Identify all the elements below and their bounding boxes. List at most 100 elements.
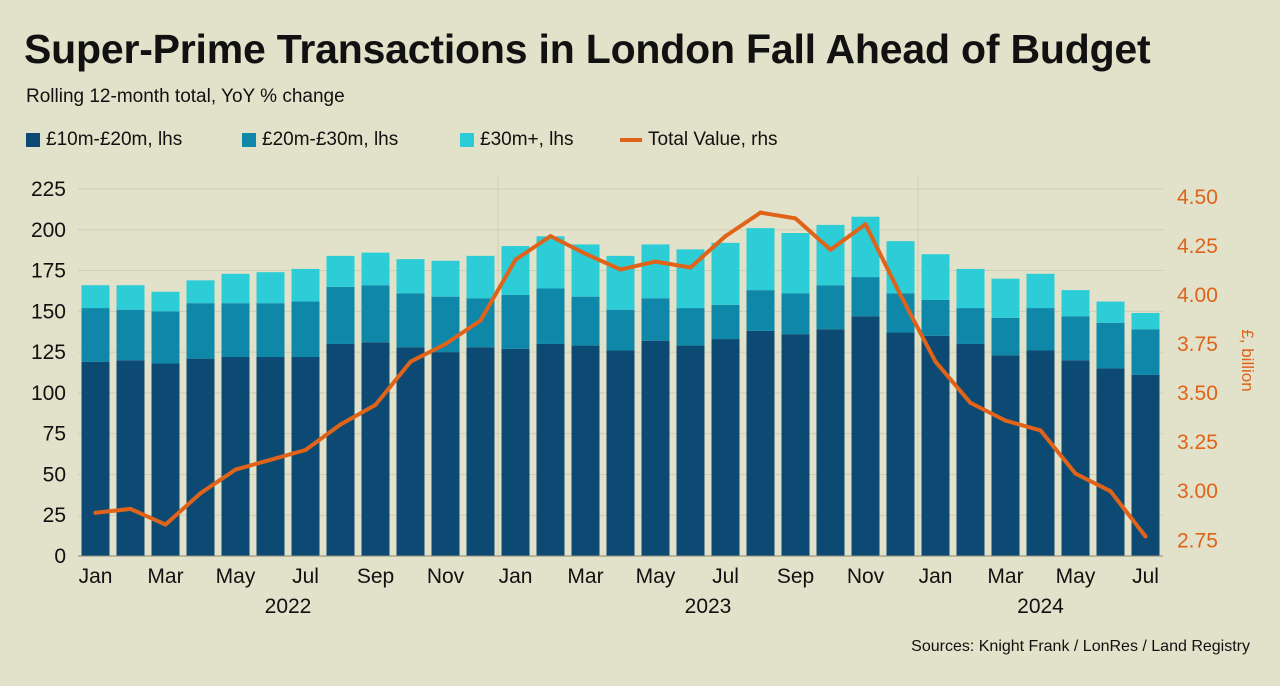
total-value-point — [863, 222, 868, 227]
legend-label: £20m-£30m, lhs — [262, 129, 399, 150]
legend-label: £10m-£20m, lhs — [46, 129, 183, 150]
bar-segment-10m-20m — [151, 363, 180, 556]
bar-segment-10m-20m — [781, 334, 810, 556]
legend-swatch — [242, 133, 256, 147]
bar-segment-20m-30m — [641, 298, 670, 341]
bar-segment-20m-30m — [536, 288, 565, 344]
bar-segment-20m-30m — [151, 311, 180, 364]
year-label: 2022 — [265, 595, 312, 618]
bar-segment-30m-plus — [186, 280, 215, 304]
bar-segment-20m-30m — [991, 317, 1020, 356]
total-value-point — [968, 400, 973, 405]
left-axis-tick-label: 75 — [43, 423, 66, 446]
x-axis-tick-label: Nov — [427, 565, 465, 588]
total-value-point — [128, 506, 133, 511]
x-axis-tick-label: Jul — [292, 565, 319, 588]
bar-segment-20m-30m — [291, 301, 320, 358]
total-value-point — [373, 402, 378, 407]
bar-segment-30m-plus — [921, 254, 950, 300]
x-axis-tick-label: May — [216, 565, 256, 588]
year-label: 2023 — [685, 595, 732, 618]
total-value-point — [408, 359, 413, 364]
bar-segment-30m-plus — [1026, 273, 1055, 309]
bar-segment-20m-30m — [326, 286, 355, 344]
bar-segment-10m-20m — [396, 347, 425, 556]
year-label: 2024 — [1017, 595, 1064, 618]
bar-segment-30m-plus — [466, 255, 495, 299]
bar-segment-20m-30m — [116, 309, 145, 361]
bar-segment-20m-30m — [571, 296, 600, 346]
total-value-point — [723, 234, 728, 239]
total-value-point — [163, 522, 168, 527]
x-axis-tick-label: Mar — [987, 565, 1023, 588]
total-value-point — [653, 259, 658, 264]
x-axis-tick-label: May — [636, 565, 676, 588]
total-value-point — [93, 510, 98, 515]
bar-segment-30m-plus — [116, 285, 145, 310]
source-note: Sources: Knight Frank / LonRes / Land Re… — [911, 638, 1250, 655]
bar-segment-20m-30m — [711, 304, 740, 340]
bar-segment-30m-plus — [151, 291, 180, 312]
bar-segment-30m-plus — [256, 272, 285, 304]
right-axis-tick-label: 3.75 — [1177, 333, 1218, 356]
bar-segment-30m-plus — [746, 228, 775, 291]
bar-segment-10m-20m — [466, 347, 495, 556]
bar-segment-20m-30m — [186, 303, 215, 359]
bar-segment-20m-30m — [956, 308, 985, 344]
total-value-point — [548, 234, 553, 239]
bar-segment-10m-20m — [991, 355, 1020, 556]
left-axis-tick-label: 225 — [31, 178, 66, 201]
bar-segment-20m-30m — [816, 285, 845, 330]
bar-segment-10m-20m — [221, 357, 250, 556]
total-value-point — [1108, 489, 1113, 494]
bar-segment-10m-20m — [116, 360, 145, 556]
x-axis-tick-label: Mar — [567, 565, 603, 588]
bar-segment-20m-30m — [1026, 308, 1055, 351]
bar-segment-10m-20m — [921, 335, 950, 556]
bar-segment-10m-20m — [186, 358, 215, 556]
bar-segment-30m-plus — [361, 252, 390, 286]
right-axis-tick-label: 3.50 — [1177, 382, 1218, 405]
bar-segment-20m-30m — [851, 277, 880, 317]
x-axis-tick-label: Jan — [79, 565, 113, 588]
right-axis-tick-label: 4.00 — [1177, 284, 1218, 307]
bar-segment-20m-30m — [746, 290, 775, 331]
total-value-point — [933, 359, 938, 364]
legend-label: Total Value, rhs — [648, 129, 778, 150]
bar-segment-30m-plus — [536, 236, 565, 289]
right-axis-label: £, billion — [1238, 329, 1257, 391]
right-axis-tick-label: 3.00 — [1177, 480, 1218, 503]
total-value-point — [898, 292, 903, 297]
bar-segment-10m-20m — [676, 345, 705, 556]
total-value-point — [1143, 534, 1148, 539]
x-axis-tick-label: Jan — [499, 565, 533, 588]
total-value-point — [793, 216, 798, 221]
right-axis-tick-label: 4.25 — [1177, 235, 1218, 258]
bar-segment-30m-plus — [711, 242, 740, 305]
x-axis-tick-label: Sep — [357, 565, 394, 588]
bar-segment-30m-plus — [886, 241, 915, 294]
bar-segment-30m-plus — [396, 259, 425, 294]
bar-segment-30m-plus — [956, 268, 985, 309]
chart-title: Super-Prime Transactions in London Fall … — [24, 26, 1151, 72]
bar-segment-10m-20m — [1026, 350, 1055, 556]
bar-segment-10m-20m — [816, 329, 845, 556]
bar-segment-30m-plus — [781, 233, 810, 294]
legend-label: £30m+, lhs — [480, 129, 574, 150]
x-axis-tick-label: Jan — [919, 565, 953, 588]
right-axis-tick-label: 4.50 — [1177, 186, 1218, 209]
bar-segment-30m-plus — [1131, 312, 1160, 330]
bar-segment-20m-30m — [1131, 329, 1160, 375]
bar-segment-30m-plus — [221, 273, 250, 304]
total-value-point — [618, 267, 623, 272]
bar-segment-30m-plus — [1061, 290, 1090, 317]
total-value-point — [828, 247, 833, 252]
bar-segment-10m-20m — [606, 350, 635, 556]
left-axis-tick-label: 200 — [31, 219, 66, 242]
bar-segment-30m-plus — [1096, 301, 1125, 323]
x-axis-tick-label: Jul — [712, 565, 739, 588]
left-axis-tick-label: 25 — [43, 504, 66, 527]
bar-segment-10m-20m — [291, 357, 320, 556]
total-value-point — [513, 257, 518, 262]
